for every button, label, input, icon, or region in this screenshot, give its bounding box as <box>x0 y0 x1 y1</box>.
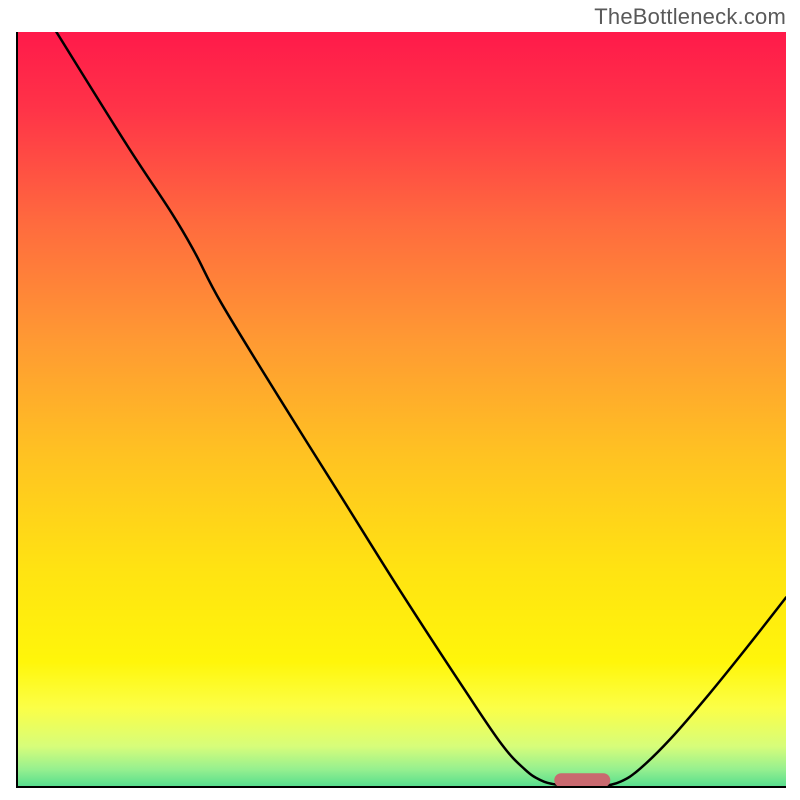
bottleneck-curve <box>18 32 786 786</box>
chart-container: TheBottleneck.com <box>0 0 800 800</box>
watermark-text: TheBottleneck.com <box>594 4 786 30</box>
optimum-marker <box>555 773 610 787</box>
plot-area <box>16 32 786 788</box>
